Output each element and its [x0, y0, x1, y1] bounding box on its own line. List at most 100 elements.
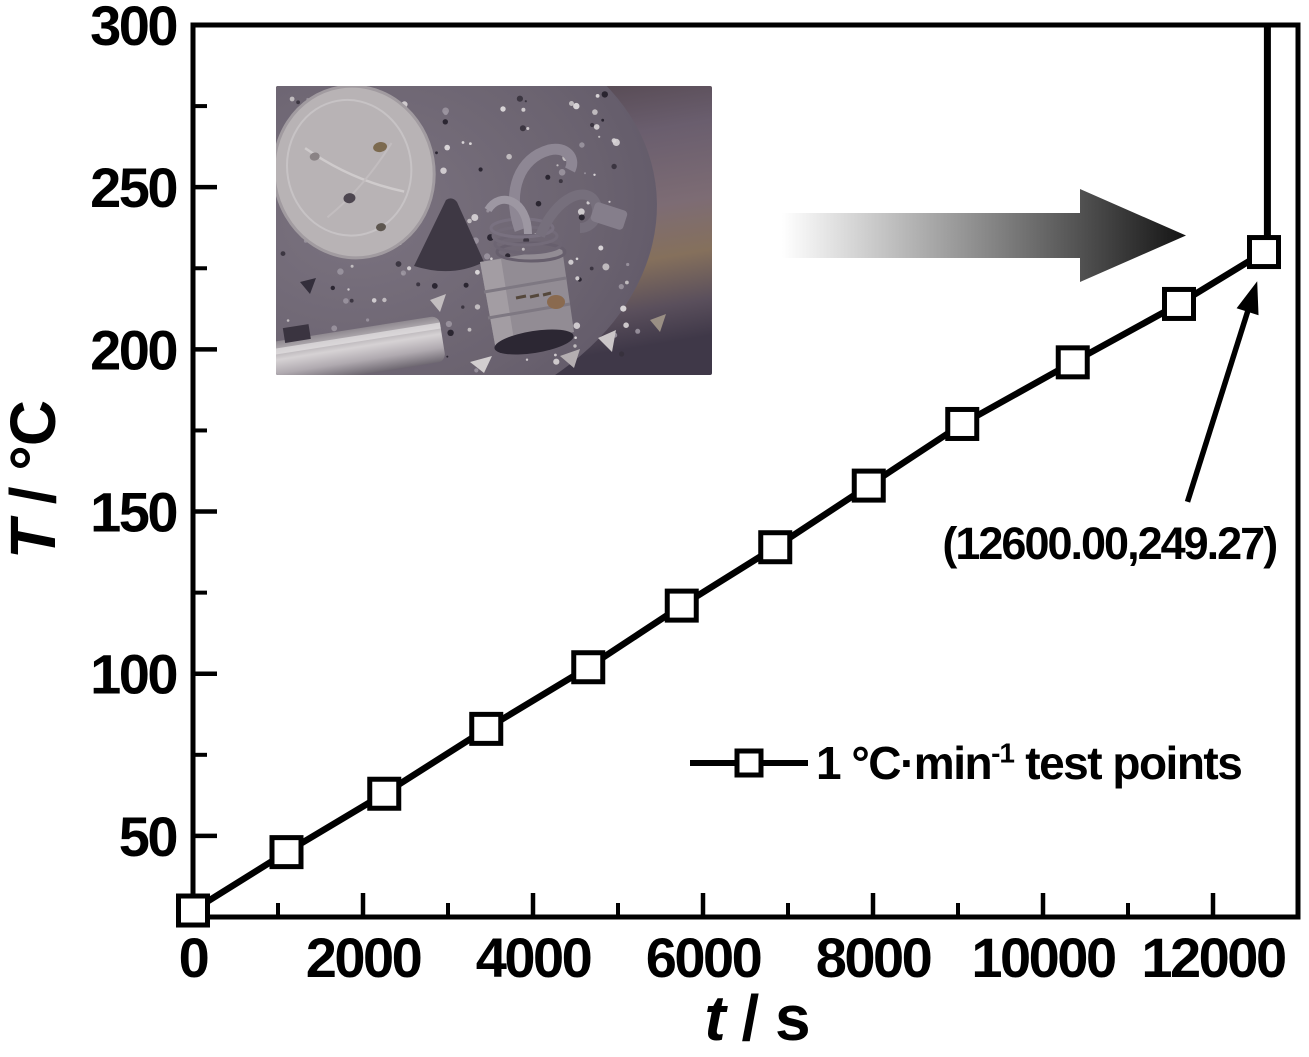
speckle	[521, 247, 525, 251]
x-axis-separator: /	[724, 982, 776, 1054]
speckle	[619, 351, 625, 357]
speckle	[500, 106, 506, 112]
data-point-marker	[571, 650, 606, 685]
runaway-coordinate-label: (12600.00,249.27)	[942, 517, 1278, 569]
speckle	[347, 288, 350, 291]
y-tick-label-150: 150	[90, 481, 176, 544]
speckle	[350, 264, 354, 268]
speckle	[568, 259, 574, 265]
speckle	[611, 138, 617, 144]
data-point-marker	[1247, 235, 1281, 270]
speckle	[400, 270, 406, 276]
speckle	[443, 110, 448, 116]
speckle	[598, 245, 604, 251]
speckle	[554, 353, 557, 357]
speckle	[535, 200, 542, 207]
speckle	[490, 257, 493, 261]
speckle	[446, 355, 449, 358]
legend-label: 1 °C·min-1 test points	[816, 736, 1243, 790]
y-tick-label-300: 300	[90, 0, 176, 57]
speckle	[478, 167, 483, 172]
data-point-marker	[1162, 286, 1196, 321]
speckle	[579, 142, 585, 148]
speckle	[440, 167, 447, 174]
speckle	[625, 280, 629, 285]
legend: 1 °C·min-1 test points	[690, 736, 1243, 790]
metal-rod	[276, 316, 445, 375]
speckle	[331, 325, 338, 332]
gradient-arrow	[782, 189, 1186, 282]
data-series	[176, 25, 1281, 928]
annotation-arrow-line	[1184, 305, 1252, 503]
speckle	[442, 119, 448, 125]
y-axis-variable: T	[0, 521, 69, 560]
speckle	[382, 297, 387, 303]
speckle	[366, 318, 370, 322]
speckle	[484, 253, 491, 260]
y-tick-label-250: 250	[90, 156, 176, 219]
axes: 0 2000 4000 6000 8000 10000 12000 50 100 150 200 25…	[90, 0, 1301, 989]
speckle	[553, 358, 560, 365]
speckle	[608, 200, 611, 203]
speckle	[296, 100, 300, 105]
speckle	[337, 268, 344, 275]
speckle	[526, 127, 530, 130]
speckle	[330, 285, 335, 291]
speckle	[601, 91, 608, 98]
speckle	[371, 298, 377, 303]
speckle	[475, 269, 480, 275]
speckle	[444, 144, 451, 151]
speckle	[524, 100, 527, 103]
data-point-marker	[1055, 345, 1090, 380]
speckle	[471, 214, 479, 221]
speckle	[407, 266, 412, 271]
y-tick-label-50: 50	[119, 805, 177, 868]
speckle	[590, 122, 595, 128]
data-point-marker	[758, 530, 793, 565]
speckle	[545, 174, 551, 180]
speckle	[589, 266, 594, 271]
speckle	[623, 322, 629, 329]
speckle	[569, 101, 574, 106]
speckle	[575, 276, 580, 281]
speckle	[598, 135, 601, 138]
speckle	[519, 125, 526, 132]
speckle	[556, 164, 559, 167]
speckle	[626, 262, 630, 267]
x-axis-variable: t	[704, 982, 725, 1054]
speckle	[601, 118, 605, 122]
speckle	[349, 298, 354, 303]
speckle	[395, 261, 402, 267]
speckle	[431, 283, 438, 289]
speckle	[289, 96, 295, 102]
x-axis-label: t / s	[704, 981, 810, 1055]
y-axis-unit: °C	[0, 400, 69, 471]
speckle	[584, 172, 586, 175]
x-tick-label-12000: 12000	[1141, 926, 1285, 989]
annotation-arrowhead	[1236, 281, 1259, 316]
speckle	[467, 218, 472, 224]
speckle	[592, 109, 598, 115]
data-point-marker	[469, 711, 504, 746]
speckle	[343, 298, 349, 304]
speckle	[521, 107, 526, 112]
data-point-marker	[664, 588, 699, 623]
speckle	[506, 153, 512, 160]
speckle	[463, 282, 469, 288]
speckle	[593, 173, 596, 176]
speckle	[280, 251, 286, 256]
x-tick-label-8000: 8000	[816, 926, 931, 989]
speckle	[620, 305, 627, 312]
inset-photo	[276, 86, 712, 375]
speckle	[445, 320, 452, 328]
speckle	[435, 151, 438, 155]
speckle	[574, 336, 577, 340]
legend-marker	[690, 748, 808, 778]
speckle	[558, 169, 566, 176]
data-point-marker	[945, 406, 980, 441]
x-tick-label-6000: 6000	[646, 926, 761, 989]
speckle	[573, 102, 580, 110]
speckle	[516, 95, 524, 102]
